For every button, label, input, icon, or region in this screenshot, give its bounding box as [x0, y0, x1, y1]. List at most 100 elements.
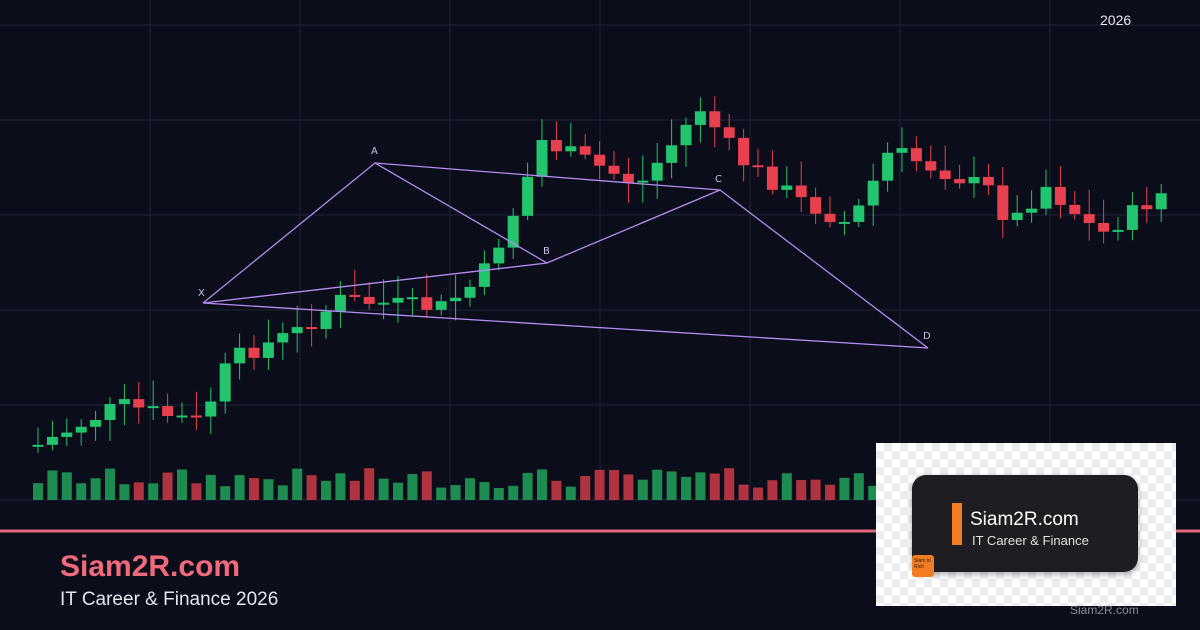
candle-body: [666, 145, 678, 163]
candle-body: [982, 177, 994, 186]
point-label: D: [923, 331, 931, 342]
candle-body: [910, 148, 922, 162]
point-label: B: [543, 246, 550, 257]
volume-bar: [796, 480, 807, 500]
candle-body: [450, 297, 462, 302]
volume-bar: [652, 469, 663, 500]
candle-body: [262, 342, 274, 358]
volume-bar: [565, 486, 576, 500]
candle-body: [493, 247, 505, 264]
candle-body: [435, 301, 447, 310]
volume-bar: [76, 483, 87, 500]
volume-bar: [378, 478, 389, 500]
candle-body: [104, 404, 116, 420]
candle-body: [234, 347, 246, 364]
candle-body: [752, 165, 764, 168]
volume-bar: [33, 483, 43, 500]
candle-body: [378, 302, 390, 305]
volume-bar: [724, 468, 735, 500]
volume-bar: [191, 483, 202, 500]
candle-body: [1054, 186, 1066, 205]
candle-body: [968, 177, 980, 184]
candle-body: [867, 180, 879, 206]
volume-bar: [119, 484, 130, 500]
volume-bar: [321, 480, 331, 500]
volume-bar: [623, 474, 634, 500]
candle-body: [118, 399, 130, 405]
pattern-line: [374, 162, 721, 191]
volume-bar: [709, 473, 720, 500]
candle-body: [1069, 204, 1081, 215]
candle-body: [46, 436, 58, 445]
candle-body: [291, 327, 303, 334]
logo-card: Siam2R.com IT Career & Finance Siam to R…: [912, 475, 1138, 577]
candle-body: [176, 415, 188, 418]
candle-body: [392, 297, 404, 303]
volume-bar: [162, 472, 173, 500]
candle-body: [824, 213, 836, 223]
candle-body: [1083, 214, 1095, 223]
harmonic-pattern: [202, 162, 929, 349]
pattern-line: [202, 262, 548, 304]
volume-bar: [249, 478, 259, 500]
candle-body: [738, 137, 750, 166]
volume-bar: [738, 484, 749, 500]
point-label: X: [198, 288, 205, 299]
volume-bar: [681, 476, 691, 500]
candle-body: [810, 197, 822, 214]
candle-body: [421, 297, 433, 310]
volume-bar: [609, 470, 619, 500]
candle-body: [997, 185, 1009, 220]
volume-bar: [205, 474, 216, 500]
candle-body: [651, 162, 663, 181]
volume-bar: [508, 485, 519, 500]
candle-body: [334, 294, 346, 312]
volume-bar: [666, 471, 677, 500]
volume-bar: [393, 482, 403, 500]
candle-body: [536, 140, 548, 177]
candle-body: [277, 333, 289, 343]
candle-body: [680, 124, 692, 146]
brand-title: Siam2R.com: [60, 550, 241, 583]
volume-bar: [177, 469, 187, 500]
volume-bar: [105, 468, 115, 500]
candle-body: [766, 166, 778, 190]
candle-body: [306, 327, 318, 330]
candle-body: [1011, 212, 1023, 220]
volume-bar: [436, 487, 447, 500]
volume-bar: [220, 486, 231, 500]
volume-bar: [493, 487, 504, 500]
candle-body: [694, 111, 706, 125]
volume-bar: [277, 485, 288, 500]
candle-body: [406, 297, 418, 300]
candle-body: [795, 185, 807, 198]
candle-body: [507, 215, 519, 248]
candle-body: [1098, 222, 1110, 232]
volume-bar: [234, 475, 245, 500]
point-label: C: [715, 174, 722, 185]
watermark: Siam2R.com: [1070, 603, 1139, 617]
volume-bar: [263, 479, 274, 500]
volume-bar: [825, 484, 835, 500]
candle-body: [1141, 205, 1153, 210]
candle-body: [133, 399, 145, 408]
candle-body: [1112, 229, 1124, 232]
volume-bar: [133, 482, 144, 500]
candle-body: [190, 415, 202, 418]
candle-body: [838, 221, 850, 224]
volume-bar: [695, 472, 706, 500]
candle-body: [61, 432, 73, 437]
candle-body: [75, 426, 87, 433]
candle-body: [522, 176, 534, 216]
volume-bar: [90, 478, 101, 500]
candle-body: [349, 294, 361, 297]
volume-bar: [479, 482, 490, 500]
volume-bar: [148, 483, 159, 500]
volume-bar: [465, 478, 475, 500]
volume-bar: [839, 477, 850, 500]
candle-body: [162, 406, 174, 416]
logo-bar: [952, 503, 962, 545]
candle-body: [478, 263, 490, 287]
